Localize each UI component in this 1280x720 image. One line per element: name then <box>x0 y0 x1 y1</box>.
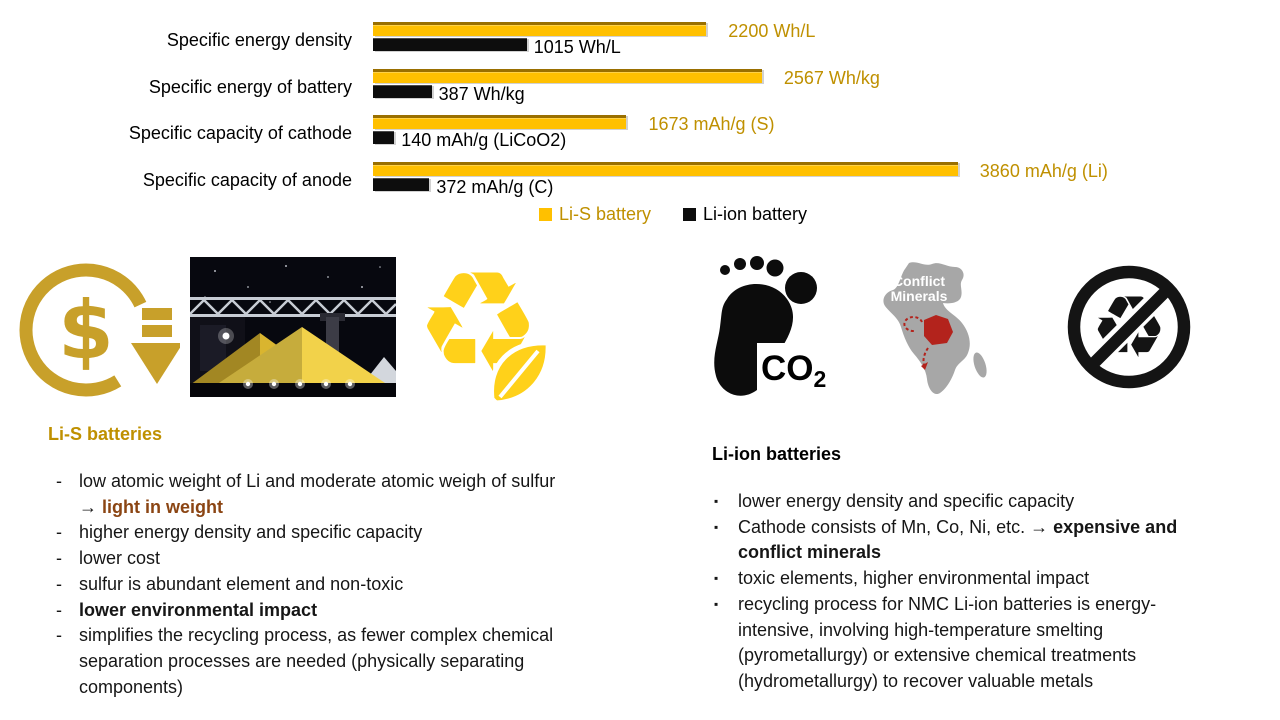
list-item: - sulfur is abundant element and non-tox… <box>48 572 556 598</box>
bar-lis <box>373 22 707 36</box>
list-item: - lower cost <box>48 546 556 572</box>
bullet-text: higher energy density and specific capac… <box>79 522 423 543</box>
conflict-minerals-africa-map-icon: Conflict Minerals <box>872 258 997 408</box>
chart-legend: Li-S battery Li-ion battery <box>373 204 973 225</box>
category-label: Specific energy of battery <box>148 77 352 97</box>
bullet-marker: - <box>56 599 62 620</box>
legend-label-lis: Li-S battery <box>558 204 651 224</box>
svg-text:Minerals: Minerals <box>891 288 948 304</box>
no-recycling-icon: ♻ <box>1062 260 1197 400</box>
liion-section-heading: Li-ion batteries <box>712 444 842 464</box>
bullet-text-bold: lower environmental impact <box>79 599 318 620</box>
category-label: Specific energy density <box>166 30 352 50</box>
bullet-text-bold: expensive and conflict minerals <box>738 516 1178 563</box>
bullet-marker: - <box>56 522 62 543</box>
bullet-text: simplifies the recycling process, as few… <box>79 625 554 697</box>
bullet-text: recycling process for NMC Li-ion batteri… <box>738 593 1157 691</box>
bullet-marker: ▪ <box>714 519 719 534</box>
chart-row-cathode-capacity: Specific capacity of cathode 1673 mAh/g … <box>0 114 1280 162</box>
bullet-text: sulfur is abundant element and non-toxic <box>79 573 404 594</box>
legend-swatch-liion-icon <box>682 208 696 221</box>
svg-text:$: $ <box>58 284 114 377</box>
bar-value-lis: 1673 mAh/g (S) <box>648 114 775 134</box>
sulfur-piles-night-photo <box>189 257 397 402</box>
bar-value-lis: 3860 mAh/g (Li) <box>979 161 1108 181</box>
legend-label-liion: Li-ion battery <box>702 204 808 224</box>
bullet-text: Cathode consists of Mn, Co, Ni, etc. → <box>738 516 1054 537</box>
svg-text:CO2: CO2 <box>761 349 826 392</box>
bullet-marker: - <box>56 471 62 491</box>
bar-value-liion: 1015 Wh/L <box>533 37 621 57</box>
svg-text:Conflict: Conflict <box>893 273 945 289</box>
bar-value-liion: 140 mAh/g (LiCoO2) <box>401 130 567 150</box>
bar-lis <box>373 69 762 83</box>
list-item: ▪ Cathode consists of Mn, Co, Ni, etc. →… <box>712 515 1212 566</box>
list-item: - simplifies the recycling process, as f… <box>48 623 556 700</box>
bar-lis <box>373 162 958 176</box>
chart-row-energy-density: Specific energy density 2200 Wh/L 1015 W… <box>0 21 1280 69</box>
category-label: Specific capacity of anode <box>142 170 352 190</box>
list-item: ▪ toxic elements, higher environmental i… <box>712 566 1212 592</box>
cost-reduction-dollar-down-icon: $ <box>14 252 183 415</box>
recycling-leaf-icon: ♻ <box>412 242 557 413</box>
bar-value-lis: 2200 Wh/L <box>728 21 816 41</box>
bullet-marker: - <box>56 548 62 569</box>
category-label: Specific capacity of cathode <box>128 123 352 143</box>
list-item: - low atomic weight of Li and moderate a… <box>48 469 556 520</box>
list-item: - higher energy density and specific cap… <box>48 520 556 546</box>
bullet-marker: ▪ <box>714 571 719 586</box>
bar-liion <box>373 178 430 191</box>
bullet-text-highlight: light in weight <box>102 496 223 517</box>
chart-row-specific-energy: Specific energy of battery 2567 Wh/kg 38… <box>0 68 1280 116</box>
bullet-marker: ▪ <box>714 494 719 508</box>
lis-bullet-list: - low atomic weight of Li and moderate a… <box>48 469 556 700</box>
co2-footprint-icon: CO2 <box>697 255 837 410</box>
bullet-text: lower energy density and specific capaci… <box>738 491 1075 511</box>
legend-swatch-lis-icon <box>538 208 552 221</box>
bar-value-liion: 372 mAh/g (C) <box>436 177 554 197</box>
legend-item-liion: Li-ion battery <box>682 204 808 225</box>
bullet-marker: - <box>56 573 62 594</box>
list-item: - lower environmental impact <box>48 598 556 624</box>
bullet-text: lower cost <box>79 548 161 569</box>
bullet-text: toxic elements, higher environmental imp… <box>738 568 1090 589</box>
bar-liion <box>373 85 432 98</box>
bar-liion <box>373 131 395 144</box>
liion-bullet-list: ▪ lower energy density and specific capa… <box>712 489 1212 695</box>
bar-value-liion: 387 Wh/kg <box>438 84 525 104</box>
list-item: ▪ recycling process for NMC Li-ion batte… <box>712 592 1212 695</box>
chart-row-anode-capacity: Specific capacity of anode 3860 mAh/g (L… <box>0 161 1280 209</box>
list-item: ▪ lower energy density and specific capa… <box>712 489 1212 515</box>
bar-lis <box>373 115 627 129</box>
lis-section-heading: Li-S batteries <box>48 424 163 444</box>
bullet-marker: ▪ <box>714 596 719 611</box>
bar-value-lis: 2567 Wh/kg <box>783 68 880 88</box>
bar-liion <box>373 38 527 51</box>
bullet-marker: - <box>56 625 62 646</box>
legend-item-lis: Li-S battery <box>538 204 651 225</box>
bullet-text: low atomic weight of Li and moderate ato… <box>79 471 556 517</box>
